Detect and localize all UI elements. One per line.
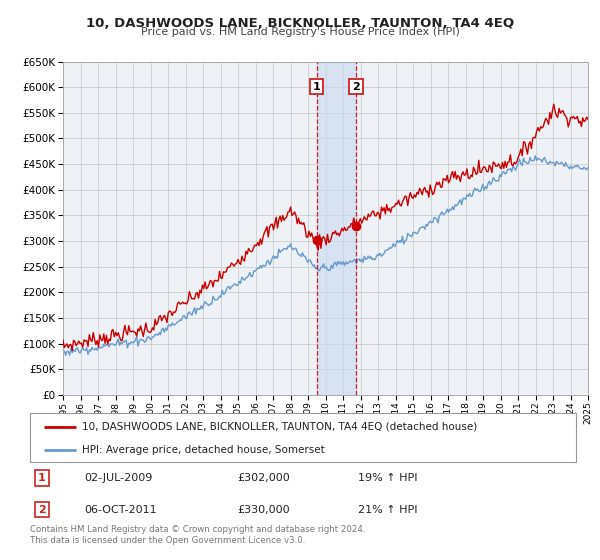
Text: Price paid vs. HM Land Registry's House Price Index (HPI): Price paid vs. HM Land Registry's House … <box>140 27 460 37</box>
Text: 02-JUL-2009: 02-JUL-2009 <box>85 473 153 483</box>
Text: 2: 2 <box>38 505 46 515</box>
Text: £302,000: £302,000 <box>238 473 290 483</box>
Text: 1: 1 <box>313 82 320 92</box>
Text: 10, DASHWOODS LANE, BICKNOLLER, TAUNTON, TA4 4EQ (detached house): 10, DASHWOODS LANE, BICKNOLLER, TAUNTON,… <box>82 422 477 432</box>
Text: 19% ↑ HPI: 19% ↑ HPI <box>358 473 417 483</box>
Text: 10, DASHWOODS LANE, BICKNOLLER, TAUNTON, TA4 4EQ: 10, DASHWOODS LANE, BICKNOLLER, TAUNTON,… <box>86 17 514 30</box>
Text: £330,000: £330,000 <box>238 505 290 515</box>
Text: 21% ↑ HPI: 21% ↑ HPI <box>358 505 417 515</box>
Bar <box>317 62 356 395</box>
Text: HPI: Average price, detached house, Somerset: HPI: Average price, detached house, Some… <box>82 445 325 455</box>
Text: 06-OCT-2011: 06-OCT-2011 <box>85 505 157 515</box>
Text: Contains HM Land Registry data © Crown copyright and database right 2024.
This d: Contains HM Land Registry data © Crown c… <box>30 525 365 545</box>
Text: 2: 2 <box>352 82 360 92</box>
Text: 1: 1 <box>38 473 46 483</box>
